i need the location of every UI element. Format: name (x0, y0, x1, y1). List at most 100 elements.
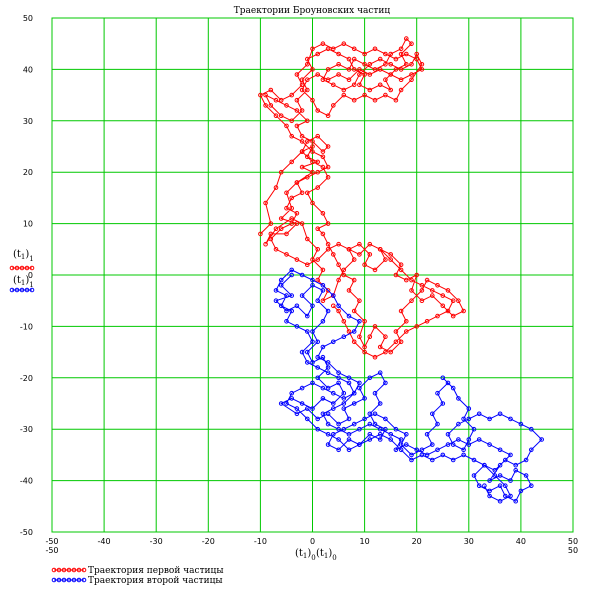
series-layer (258, 36, 545, 504)
series-2-point (377, 370, 383, 376)
series-1-point (325, 113, 331, 118)
series-1-point (294, 221, 300, 226)
series-1-point (393, 56, 399, 62)
series-1-point (372, 267, 378, 273)
series-1-point (393, 272, 399, 278)
svg-text:(t1)1: (t1)1 (13, 249, 34, 263)
series-1-point (346, 247, 352, 252)
series-2-point (299, 401, 305, 406)
swatch-marker (66, 567, 72, 573)
series-1-point (398, 308, 404, 314)
swatch-marker (9, 287, 15, 293)
y-tick-label: 0 (28, 271, 33, 280)
series-1-point (424, 319, 430, 324)
series-1-point (362, 92, 367, 98)
series-2-point (497, 462, 503, 468)
series-2-point (325, 360, 331, 365)
series-2-point (466, 442, 472, 447)
series-1-point (362, 51, 367, 57)
series-1-point (414, 272, 420, 278)
series-2-point (466, 437, 472, 442)
series-1-point (336, 72, 341, 77)
series-1-point (414, 56, 420, 62)
y-tick-labels: 50 40 30 20 10 0 -10 -20 -30 -40 -50 (20, 14, 33, 537)
svg-text:(t1)1: (t1)1 (13, 275, 34, 289)
swatch-marker (76, 577, 82, 583)
series-1-point (305, 262, 310, 268)
series-1-point (299, 139, 305, 144)
series-1-point (315, 247, 321, 252)
series-2-point (487, 442, 492, 447)
series-2-point (289, 396, 295, 401)
series-1-point (305, 236, 310, 242)
series-2-point (357, 385, 362, 391)
series-1-point (336, 277, 341, 283)
swatch-marker (66, 577, 72, 583)
series-2-point (450, 457, 456, 463)
series-1-point (315, 257, 321, 262)
swatch-marker (61, 567, 67, 573)
series-2-point (331, 406, 336, 411)
series-2-point (476, 437, 482, 442)
series-2-point (305, 313, 310, 319)
series-1-point (346, 56, 352, 62)
series-1-point (273, 185, 279, 190)
series-2-point (310, 406, 315, 411)
series-1-point (362, 262, 367, 268)
series-1-point (273, 226, 279, 231)
x-tick-label: -10 (254, 537, 267, 546)
series-2-point (372, 390, 378, 396)
series-1-point (284, 123, 289, 129)
series-2-point (383, 380, 388, 386)
series-2-point (424, 452, 430, 458)
series-2-point (273, 288, 279, 293)
series-2-point (315, 375, 321, 381)
grid (51, 17, 574, 533)
series-1-point (393, 329, 399, 334)
series-1 (258, 36, 466, 360)
series-1-point (377, 247, 383, 252)
y-tick-label: 40 (23, 65, 33, 74)
series-1-point (315, 108, 321, 113)
series-2-point (351, 329, 357, 334)
series-1-point (310, 46, 315, 52)
ylabel-series1-swatch (9, 265, 35, 271)
series-2-point (310, 303, 315, 309)
series-1-point (341, 41, 347, 47)
series-1-point (278, 169, 284, 175)
swatch-marker (24, 287, 30, 293)
series-1-point (393, 67, 399, 72)
series-2-point (341, 390, 347, 396)
series-2-point (367, 432, 373, 437)
series-2-point (331, 390, 336, 396)
series-2-point (482, 483, 487, 489)
series-2-point (461, 447, 466, 453)
series-2-point (523, 473, 529, 478)
series-2-point (492, 468, 498, 473)
swatch-marker (14, 265, 20, 271)
series-1-point (357, 82, 362, 88)
series-1-point (377, 82, 383, 88)
series-2-point (513, 498, 519, 504)
series-1-point (294, 211, 300, 216)
series-1-point (440, 293, 446, 298)
series-1-point (383, 334, 388, 340)
series-1-point (398, 51, 404, 57)
xlabel-b-outer: 0 (332, 554, 336, 562)
series-2-point (362, 396, 367, 401)
legend-label-series1: Траектория первой частицы (88, 566, 224, 576)
series-2-point (456, 437, 461, 442)
y-tick-label: 50 (23, 14, 33, 23)
series-1-point (325, 241, 331, 247)
series-2-point (325, 370, 331, 376)
series-2-point (456, 421, 461, 427)
series-1-point (409, 72, 414, 77)
series-1-point (273, 97, 279, 103)
series-2-point (320, 354, 326, 360)
series-1-point (445, 288, 451, 293)
series-2-point (294, 324, 300, 329)
series-1-point (404, 51, 409, 57)
series-2-point (325, 308, 331, 314)
series-1-point (320, 41, 326, 47)
